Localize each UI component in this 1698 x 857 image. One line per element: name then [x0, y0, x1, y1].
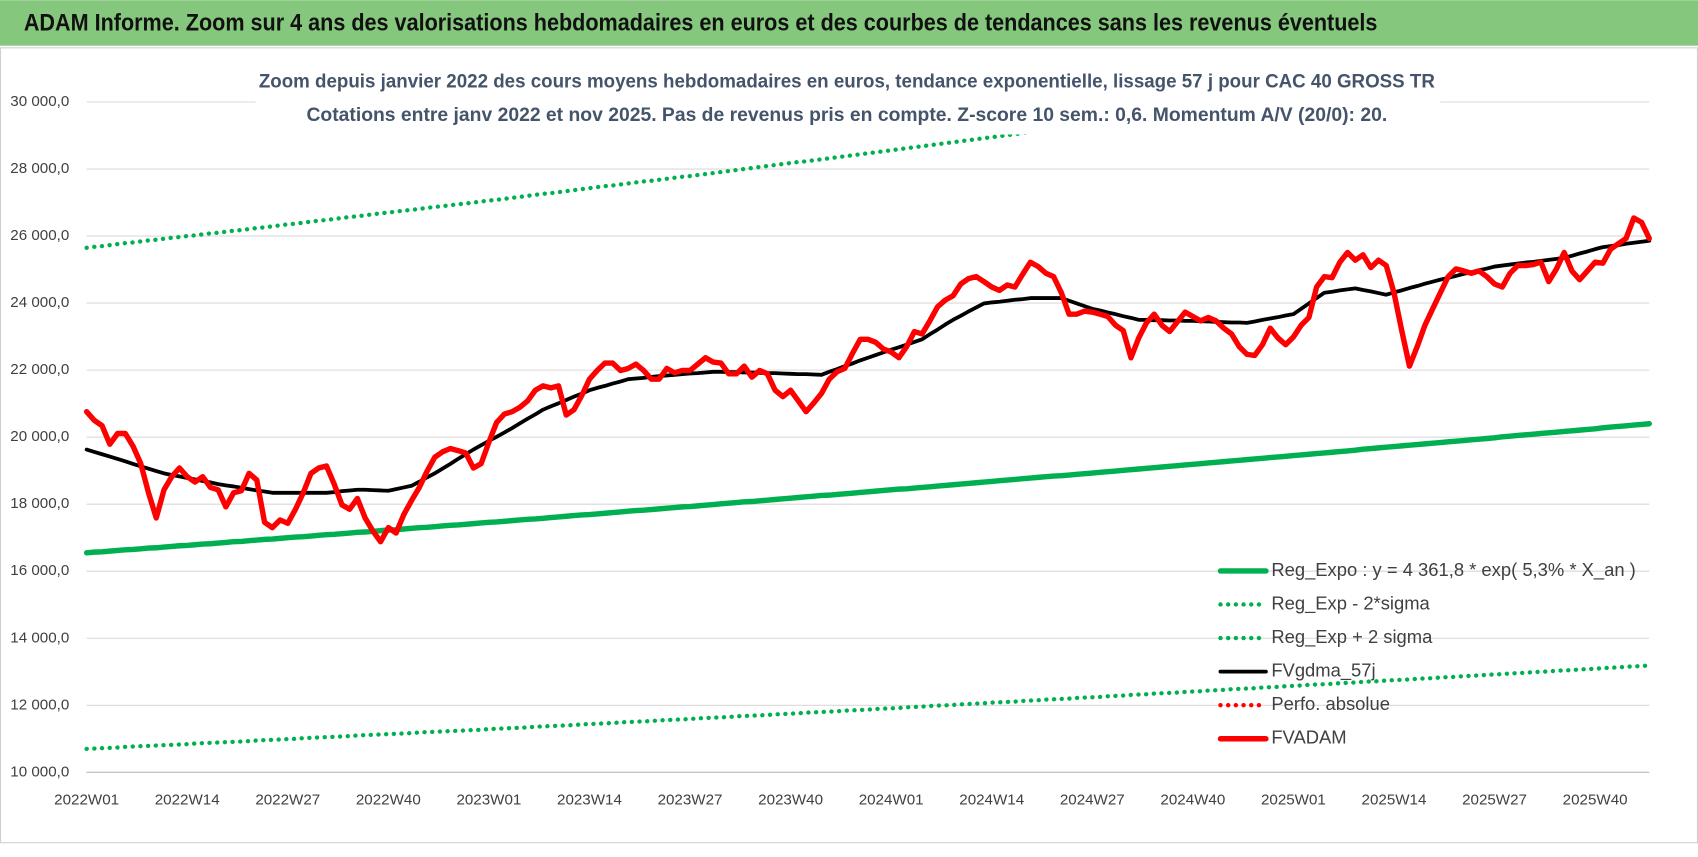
y-tick-label: 28 000,0: [10, 160, 69, 177]
y-tick-label: 26 000,0: [10, 227, 69, 244]
header-title: ADAM Informe. Zoom sur 4 ans des valoris…: [24, 9, 1378, 36]
y-tick-label: 10 000,0: [10, 763, 69, 780]
legend-label: Reg_Expo : y = 4 361,8 * exp( 5,3% * X_a…: [1271, 559, 1635, 581]
x-tick-label: 2025W14: [1362, 791, 1427, 808]
x-tick-label: 2022W27: [255, 791, 320, 808]
x-tick-label: 2025W40: [1563, 791, 1628, 808]
y-tick-label: 12 000,0: [10, 696, 69, 713]
series-line: [84, 238, 1652, 495]
x-tick-label: 2024W40: [1160, 791, 1225, 808]
y-tick-label: 18 000,0: [10, 495, 69, 512]
x-tick-label: 2025W01: [1261, 791, 1326, 808]
x-tick-label: 2025W27: [1462, 791, 1527, 808]
series-line: [83, 421, 1652, 556]
x-tick-label: 2024W14: [959, 791, 1024, 808]
plot-lines: [83, 99, 1652, 752]
chart-frame: [0, 47, 1698, 844]
chart-subtitle: Cotations entre janv 2022 et nov 2025. P…: [306, 104, 1387, 126]
x-tick-label: 2024W01: [859, 791, 924, 808]
series-line: [84, 663, 1652, 752]
legend-label: FVgdma_57j: [1271, 659, 1375, 681]
legend-label: Reg_Exp + 2 sigma: [1271, 626, 1433, 648]
x-tick-label: 2022W40: [356, 791, 421, 808]
legend-label: FVADAM: [1271, 727, 1346, 748]
x-tick-label: 2023W01: [456, 791, 521, 808]
y-tick-label: 24 000,0: [10, 294, 69, 311]
x-tick-label: 2022W14: [155, 791, 220, 808]
x-tick-label: 2022W01: [54, 791, 119, 808]
legend-label: Reg_Exp - 2*sigma: [1271, 592, 1430, 614]
chart-title: Zoom depuis janvier 2022 des cours moyen…: [259, 71, 1435, 93]
x-tick-label: 2024W27: [1060, 791, 1125, 808]
legend: Reg_Expo : y = 4 361,8 * exp( 5,3% * X_a…: [1217, 559, 1636, 748]
series-line: [83, 215, 1652, 545]
y-tick-label: 14 000,0: [10, 629, 69, 646]
title-box: [255, 65, 1441, 135]
legend-label: Perfo. absolue: [1271, 693, 1390, 714]
x-tick-label: 2023W14: [557, 791, 622, 808]
y-tick-label: 30 000,0: [10, 93, 69, 110]
header-band: [0, 0, 1698, 46]
x-tick-label: 2023W40: [758, 791, 823, 808]
axes: 10 000,0 12 000,0 14 000,0 16 000,0 18 000,0…: [10, 93, 1650, 808]
y-tick-label: 20 000,0: [10, 428, 69, 445]
y-tick-label: 22 000,0: [10, 361, 69, 378]
y-tick-label: 16 000,0: [10, 562, 69, 579]
series-line: [84, 99, 1289, 250]
x-tick-label: 2023W27: [658, 791, 723, 808]
